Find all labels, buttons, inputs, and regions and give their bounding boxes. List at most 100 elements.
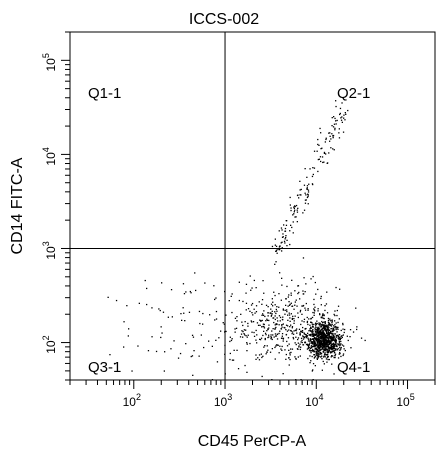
event-dot: [330, 325, 332, 327]
event-dot: [293, 211, 295, 213]
event-dot: [330, 346, 332, 348]
event-dot: [263, 310, 265, 312]
event-dot: [329, 135, 331, 137]
event-dot: [324, 334, 326, 336]
event-dot: [295, 204, 298, 207]
event-dot: [321, 343, 323, 345]
event-dot: [171, 316, 173, 318]
event-dot: [321, 338, 323, 340]
event-dot: [282, 309, 284, 311]
event-dot: [271, 330, 273, 332]
event-dot: [230, 295, 232, 297]
event-dot: [329, 332, 331, 334]
event-dot: [333, 335, 335, 337]
y-axis-label: CD14 FITC-A: [9, 157, 26, 254]
event-dot: [146, 287, 148, 290]
event-dot: [282, 340, 284, 342]
event-dot: [285, 224, 288, 226]
event-dot: [282, 316, 284, 318]
event-dot: [215, 339, 217, 341]
event-dot: [304, 168, 306, 170]
event-dot: [322, 313, 324, 315]
event-dot: [325, 339, 327, 342]
event-dot: [214, 298, 216, 301]
event-dot: [301, 339, 303, 342]
event-dot: [318, 328, 320, 330]
event-dot: [322, 330, 324, 333]
event-dot: [229, 358, 231, 361]
event-dot: [211, 345, 213, 347]
event-dot: [318, 343, 320, 345]
event-dot: [335, 349, 337, 351]
event-dot: [204, 282, 206, 284]
event-dot: [328, 326, 330, 328]
event-dot: [343, 117, 345, 119]
event-dot: [335, 322, 337, 324]
event-dot: [323, 337, 325, 339]
event-dot: [294, 205, 296, 208]
event-dot: [331, 351, 333, 354]
event-dot: [245, 309, 247, 311]
event-dot: [252, 321, 255, 323]
event-dot: [331, 125, 333, 127]
event-dot: [266, 330, 268, 332]
event-dot: [321, 316, 323, 318]
event-dot: [301, 320, 303, 322]
event-dot: [294, 209, 296, 211]
event-dot: [276, 323, 278, 325]
event-dot: [317, 330, 319, 332]
event-dot: [203, 346, 205, 349]
event-dot: [344, 112, 346, 114]
event-dot: [318, 336, 320, 338]
event-dot: [318, 333, 320, 335]
event-dot: [327, 346, 330, 348]
event-dot: [338, 137, 341, 139]
event-dot: [250, 304, 253, 306]
event-dot: [327, 331, 330, 333]
event-dot: [323, 332, 326, 335]
event-dot: [300, 337, 303, 339]
event-dot: [195, 289, 197, 292]
event-dot: [328, 333, 330, 335]
event-dot: [299, 180, 301, 182]
event-dot: [334, 353, 337, 355]
event-dot: [314, 337, 316, 339]
event-dot: [314, 281, 316, 284]
event-dot: [324, 141, 326, 143]
event-dot: [323, 335, 325, 337]
event-dot: [274, 318, 276, 321]
event-dot: [352, 331, 355, 333]
event-dot: [280, 348, 282, 350]
event-dot: [322, 333, 325, 336]
event-dot: [340, 343, 342, 345]
event-dot: [274, 311, 276, 313]
event-dot: [255, 329, 257, 332]
event-dot: [307, 344, 309, 346]
event-dot: [305, 199, 307, 201]
event-dot: [322, 161, 324, 164]
event-dot: [311, 323, 313, 325]
event-dot: [313, 167, 316, 169]
event-dot: [326, 312, 329, 314]
event-dot: [305, 343, 308, 346]
event-dot: [342, 322, 344, 325]
event-dot: [327, 340, 329, 342]
event-dot: [272, 301, 274, 303]
event-dot: [323, 328, 326, 330]
event-dot: [297, 348, 299, 350]
event-dot: [311, 333, 314, 336]
event-dot: [275, 335, 277, 337]
event-dot: [290, 302, 292, 304]
event-dot: [320, 333, 322, 335]
event-dot: [304, 202, 307, 204]
event-dot: [331, 117, 333, 119]
event-dot: [340, 117, 342, 119]
event-dot: [321, 336, 323, 338]
event-dot: [334, 310, 336, 312]
event-dot: [315, 326, 317, 329]
event-dot: [316, 320, 318, 322]
event-dot: [327, 358, 329, 361]
event-dot: [319, 127, 321, 130]
event-dot: [312, 334, 315, 336]
event-dot: [320, 326, 323, 328]
